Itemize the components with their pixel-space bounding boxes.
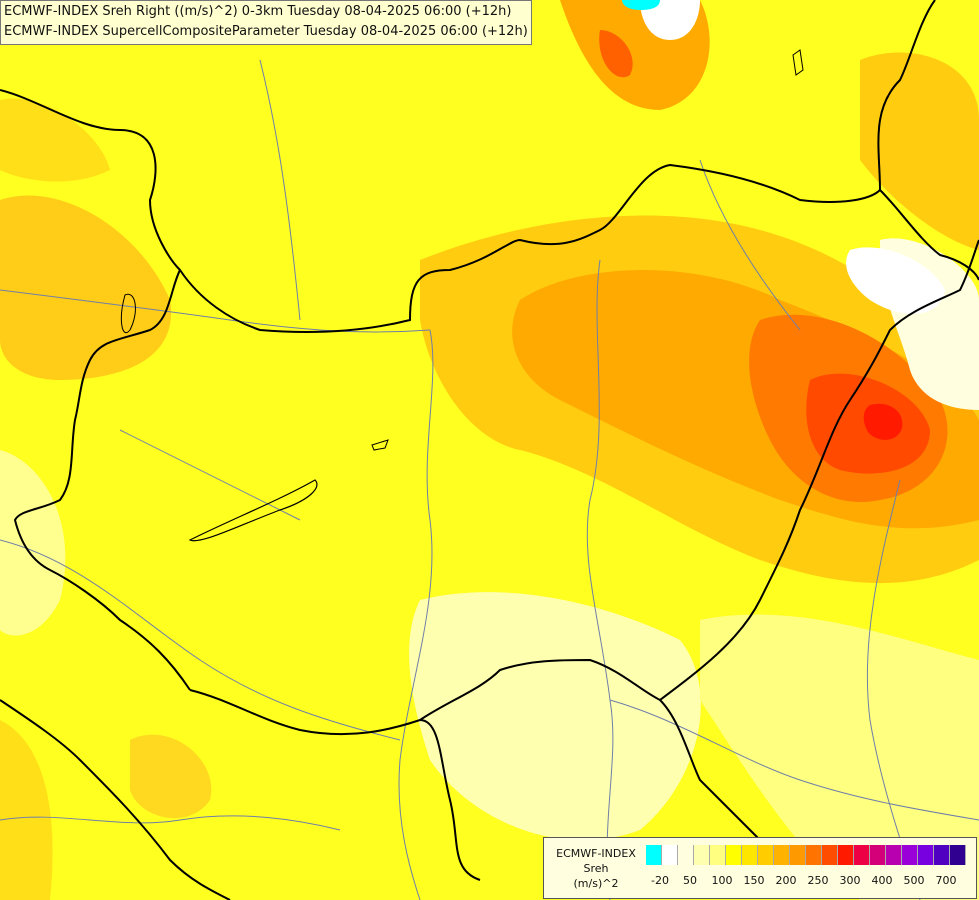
legend-swatch — [902, 845, 918, 865]
legend-tick-label: 250 — [807, 874, 829, 887]
legend-tick-label: 50 — [683, 874, 697, 887]
legend-swatch — [918, 845, 934, 865]
map-title-box: ECMWF-INDEX Sreh Right ((m/s)^2) 0-3km T… — [0, 0, 532, 45]
legend-swatches — [646, 845, 966, 865]
legend-swatch — [806, 845, 822, 865]
legend-swatch — [822, 845, 838, 865]
legend-ticks: -20 50 100 150 200 250 300 400 500 700 — [646, 874, 966, 888]
legend-tick-label: 500 — [903, 874, 925, 887]
border-east — [659, 239, 979, 701]
legend-tick-label: 100 — [711, 874, 733, 887]
sreh-zone-low-pale — [409, 592, 701, 841]
legend-tick-label: -20 — [651, 874, 669, 887]
legend-swatch — [710, 845, 726, 865]
title-sreh: ECMWF-INDEX Sreh Right ((m/s)^2) 0-3km T… — [4, 4, 512, 19]
legend-tick-label: 700 — [935, 874, 957, 887]
legend-swatch — [646, 845, 662, 865]
lake-balaton — [188, 479, 318, 542]
legend-swatch — [870, 845, 886, 865]
legend-swatch — [678, 845, 694, 865]
legend-tick-label: 150 — [743, 874, 765, 887]
sreh-zone-west-orange — [0, 195, 172, 380]
legend-tick-label: 400 — [871, 874, 893, 887]
color-legend: ECMWF-INDEX Sreh (m/s)^2 -20 50 100 150 200 2… — [543, 837, 977, 899]
border-south — [189, 689, 481, 881]
legend-title-unit: (m/s)^2 — [573, 877, 619, 890]
legend-swatch — [742, 845, 758, 865]
legend-title-model: ECMWF-INDEX — [556, 847, 636, 860]
legend-swatch — [886, 845, 902, 865]
border-north — [0, 0, 936, 333]
legend-title: ECMWF-INDEX Sreh (m/s)^2 — [548, 846, 644, 891]
rivers — [0, 59, 979, 900]
legend-swatch — [662, 845, 678, 865]
legend-swatch — [950, 845, 966, 865]
title-scp: ECMWF-INDEX SupercellCompositeParameter … — [4, 24, 528, 39]
legend-swatch — [726, 845, 742, 865]
legend-swatch — [694, 845, 710, 865]
legend-swatch — [854, 845, 870, 865]
legend-tick-label: 200 — [775, 874, 797, 887]
legend-swatch — [838, 845, 854, 865]
legend-title-param: Sreh — [583, 862, 609, 875]
legend-swatch — [790, 845, 806, 865]
legend-tick-label: 300 — [839, 874, 861, 887]
legend-swatch — [934, 845, 950, 865]
legend-swatch — [758, 845, 774, 865]
sreh-max-core — [863, 403, 903, 440]
legend-swatch — [774, 845, 790, 865]
border-west — [13, 269, 191, 691]
